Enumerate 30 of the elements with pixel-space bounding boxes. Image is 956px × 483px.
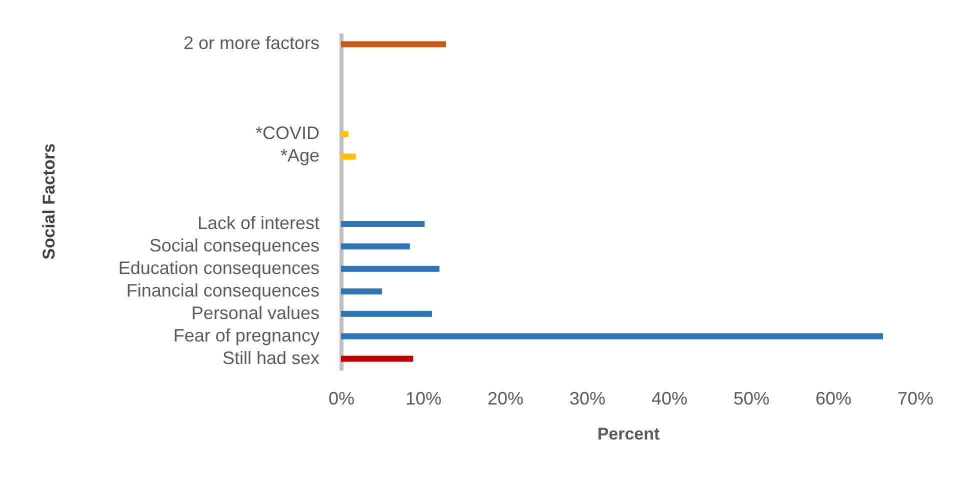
y-tick-label: Education consequences <box>118 258 320 278</box>
y-tick-label: Personal values <box>191 302 320 323</box>
bar <box>341 243 410 250</box>
y-tick-label: Social consequences <box>149 235 320 256</box>
x-tick-label: 30% <box>569 388 606 408</box>
x-tick-label: 20% <box>487 388 524 408</box>
y-axis-title: Social Factors <box>40 143 58 260</box>
bar <box>341 333 884 340</box>
bar <box>341 131 348 138</box>
x-axis-title: Percent <box>597 424 660 444</box>
x-tick-label: 40% <box>651 388 688 408</box>
bar <box>341 356 414 362</box>
x-tick-label: 70% <box>897 388 934 408</box>
y-tick-label: *COVID <box>255 123 320 144</box>
x-tick-label: 50% <box>733 388 770 408</box>
bar <box>341 154 356 160</box>
x-tick-label: 60% <box>815 388 852 408</box>
y-tick-label: 2 or more factors <box>183 33 320 54</box>
bar <box>341 288 382 294</box>
y-tick-label: Fear of pregnancy <box>173 325 320 346</box>
y-tick-label: Still had sex <box>222 348 320 368</box>
y-tick-label: *Age <box>280 146 320 166</box>
bar <box>341 310 432 317</box>
x-tick-label: 10% <box>405 388 442 408</box>
bar <box>341 41 446 48</box>
bar <box>341 220 425 227</box>
x-tick-label: 0% <box>328 388 355 408</box>
bar <box>341 266 440 272</box>
y-tick-label: Lack of interest <box>197 212 320 233</box>
y-tick-label: Financial consequences <box>126 280 320 300</box>
